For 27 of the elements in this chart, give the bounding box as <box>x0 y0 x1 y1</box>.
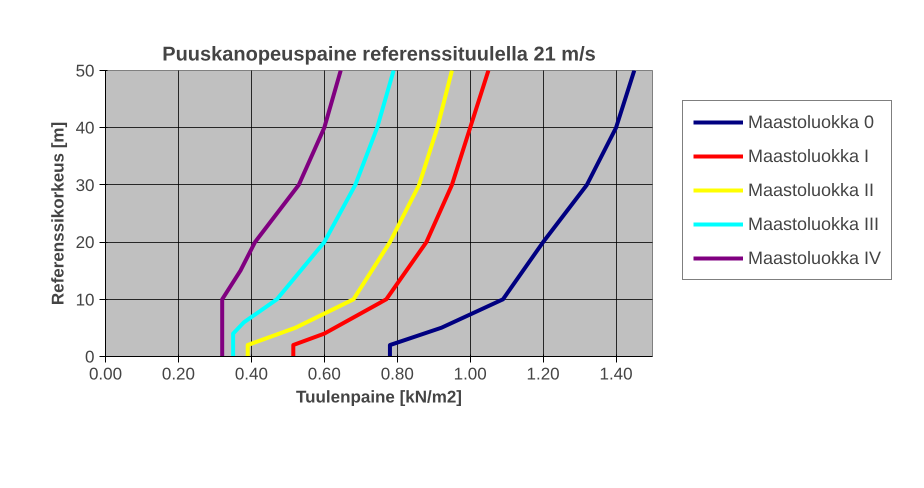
legend-label: Maastoluokka 0 <box>748 111 874 133</box>
legend-label: Maastoluokka II <box>748 179 874 201</box>
line-series <box>388 70 636 356</box>
line-series <box>220 70 343 356</box>
y-tick-label: 0 <box>85 348 95 366</box>
x-axis-title: Tuulenpaine [kN/m2] <box>296 388 462 406</box>
x-tick-label: 0.80 <box>380 364 414 384</box>
x-tick-label: 0.20 <box>162 364 195 384</box>
y-tick-label: 40 <box>76 118 95 138</box>
x-tick-label: 1.00 <box>454 364 487 384</box>
y-tick-label: 20 <box>76 233 95 252</box>
x-tick-label: 1.40 <box>599 364 633 384</box>
line-series <box>291 70 490 356</box>
legend-label: Maastoluokka I <box>748 145 870 167</box>
x-tick-label: 0.60 <box>308 364 341 384</box>
x-tick-label: 0.00 <box>88 364 122 384</box>
line-series <box>246 70 454 356</box>
line-series <box>231 70 396 356</box>
y-tick-label: 50 <box>76 62 95 80</box>
chart-title: Puuskanopeuspaine referenssituulella 21 m/s <box>162 44 596 66</box>
legend-label: Maastoluokka IV <box>748 247 882 269</box>
legend-label: Maastoluokka III <box>748 213 880 235</box>
y-axis-title: Referenssikorkeus [m] <box>48 122 68 306</box>
y-tick-label: 30 <box>76 176 95 195</box>
x-tick-label: 1.20 <box>526 364 560 384</box>
x-tick-label: 0.40 <box>234 364 268 384</box>
y-tick-label: 10 <box>76 290 95 310</box>
